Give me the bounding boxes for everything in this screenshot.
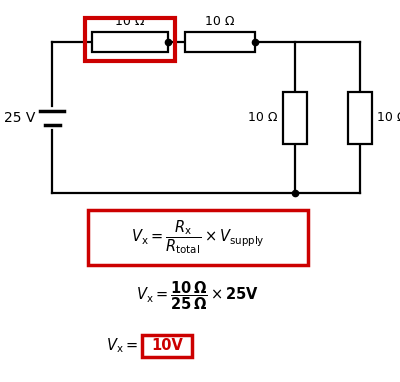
Bar: [85, 18, 175, 61]
Bar: [348, 92, 372, 144]
Bar: [92, 32, 168, 52]
Bar: [142, 335, 192, 357]
Text: $V_\mathrm{x} = $: $V_\mathrm{x} = $: [106, 337, 138, 355]
Text: 10 Ω: 10 Ω: [115, 15, 145, 28]
Text: 10V: 10V: [151, 338, 183, 353]
Bar: [283, 92, 307, 144]
Text: 10 Ω: 10 Ω: [205, 15, 235, 28]
Bar: [88, 210, 308, 265]
Text: 10 Ω: 10 Ω: [377, 111, 400, 124]
Text: $V_\mathrm{x} = \dfrac{R_\mathrm{x}}{R_\mathrm{total}} \times V_\mathrm{supply}$: $V_\mathrm{x} = \dfrac{R_\mathrm{x}}{R_\…: [131, 219, 265, 256]
Text: 25 V: 25 V: [4, 111, 36, 125]
Bar: [185, 32, 255, 52]
Text: 10 Ω: 10 Ω: [248, 111, 278, 124]
Text: $V_\mathrm{x} = \dfrac{\mathbf{10\,\Omega}}{\mathbf{25\,\Omega}} \times \mathbf{: $V_\mathrm{x} = \dfrac{\mathbf{10\,\Omeg…: [136, 280, 260, 312]
